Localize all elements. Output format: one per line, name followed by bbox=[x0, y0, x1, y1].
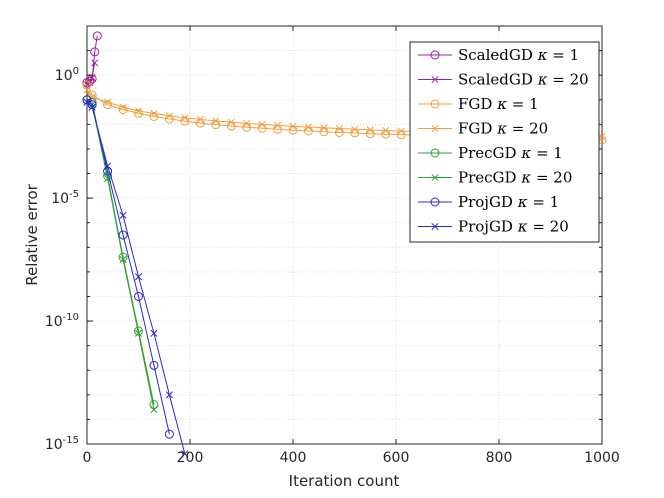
legend-entry: FGD κ = 1 bbox=[418, 95, 539, 113]
y-axis-title: Relative error bbox=[23, 183, 41, 285]
data-point bbox=[103, 100, 113, 110]
data-point bbox=[149, 360, 159, 370]
series-projgd-kappa-20 bbox=[83, 98, 189, 458]
legend-marker bbox=[430, 148, 440, 158]
x-tick-label: 200 bbox=[177, 450, 204, 466]
legend-marker bbox=[430, 99, 440, 109]
x-tick-label: 0 bbox=[83, 450, 92, 466]
data-point bbox=[366, 126, 374, 134]
data-point bbox=[83, 86, 91, 94]
data-point bbox=[134, 108, 143, 118]
data-point bbox=[91, 59, 99, 67]
legend-marker bbox=[430, 50, 440, 60]
data-point bbox=[273, 121, 282, 129]
legend-box bbox=[409, 41, 600, 243]
data-point bbox=[181, 450, 189, 458]
data-point bbox=[164, 114, 174, 124]
data-point bbox=[150, 406, 158, 414]
data-point bbox=[397, 127, 405, 135]
data-point bbox=[212, 117, 220, 125]
data-point bbox=[289, 122, 297, 130]
data-point bbox=[181, 114, 189, 122]
legend-label: FGD κ = 20 bbox=[458, 120, 548, 138]
axis-ticks: 0 200 400 600 800 1000 100 10-5 10-10 10-15 bbox=[45, 25, 620, 466]
legend-marker bbox=[430, 197, 440, 207]
legend-marker bbox=[431, 173, 439, 182]
data-point bbox=[164, 429, 174, 439]
y-tick-label: 100 bbox=[55, 66, 79, 84]
legend-label: PrecGD κ = 1 bbox=[458, 144, 563, 162]
data-point bbox=[119, 211, 127, 219]
data-point bbox=[104, 98, 112, 106]
data-point bbox=[227, 118, 235, 126]
data-point bbox=[104, 162, 112, 170]
series-line bbox=[86, 101, 155, 410]
y-tick-label: 10-5 bbox=[51, 189, 79, 207]
x-tick-label: 600 bbox=[383, 450, 410, 466]
legend-marker bbox=[431, 75, 439, 84]
data-point bbox=[134, 329, 143, 337]
data-point bbox=[304, 123, 313, 131]
data-point bbox=[90, 47, 100, 57]
legend-label: ScaledGD κ = 20 bbox=[458, 71, 589, 89]
legend-label: ProjGD κ = 20 bbox=[458, 218, 569, 236]
series-projgd-kappa-1 bbox=[82, 95, 174, 439]
data-point bbox=[134, 291, 143, 301]
x-axis-title: Iteration count bbox=[289, 472, 400, 490]
legend-label: ScaledGD κ = 1 bbox=[458, 46, 579, 64]
data-point bbox=[165, 112, 173, 120]
y-tick-label: 10-15 bbox=[45, 435, 79, 453]
data-point bbox=[118, 105, 128, 115]
series-line bbox=[86, 101, 186, 454]
data-point bbox=[86, 78, 94, 87]
series-line bbox=[86, 99, 170, 435]
data-point bbox=[118, 230, 128, 240]
x-tick-label: 800 bbox=[486, 450, 513, 466]
legend-label: PrecGD κ = 20 bbox=[458, 169, 572, 187]
plot-area-frame bbox=[86, 25, 603, 445]
legend-label: ProjGD κ = 1 bbox=[458, 193, 559, 211]
data-point bbox=[134, 107, 143, 115]
legend: ScaledGD κ = 1 ScaledGD κ = 20 FGD κ = 1 FG… bbox=[409, 41, 600, 243]
data-point bbox=[150, 109, 158, 118]
data-point bbox=[87, 90, 97, 100]
data-point bbox=[243, 119, 251, 127]
series-precgd-kappa-1 bbox=[82, 95, 159, 410]
legend-marker bbox=[431, 124, 439, 133]
data-point bbox=[335, 124, 343, 133]
data-point bbox=[119, 103, 127, 111]
x-tick-label: 400 bbox=[280, 450, 307, 466]
legend-entry: PrecGD κ = 20 bbox=[418, 169, 572, 187]
legend-entry: ScaledGD κ = 20 bbox=[418, 71, 589, 89]
x-tick-label: 1000 bbox=[584, 450, 620, 466]
data-point bbox=[88, 103, 96, 111]
y-tick-label: 10-10 bbox=[45, 312, 79, 330]
legend-marker bbox=[431, 222, 439, 231]
data-point bbox=[119, 256, 127, 264]
data-point bbox=[134, 273, 143, 281]
data-point bbox=[382, 126, 390, 135]
data-point bbox=[149, 111, 159, 121]
data-point bbox=[258, 120, 266, 128]
legend-entry: ProjGD κ = 1 bbox=[418, 193, 559, 211]
data-point bbox=[165, 391, 173, 399]
data-point bbox=[150, 329, 158, 337]
legend-entry: FGD κ = 20 bbox=[418, 120, 548, 138]
data-point bbox=[598, 133, 606, 141]
legend-label: FGD κ = 1 bbox=[458, 95, 539, 113]
legend-entry: ProjGD κ = 20 bbox=[418, 218, 569, 236]
data-point bbox=[82, 95, 92, 105]
data-point bbox=[92, 31, 102, 41]
data-point bbox=[82, 80, 92, 90]
data-point bbox=[320, 124, 328, 132]
data-point bbox=[351, 125, 359, 133]
data-point bbox=[196, 115, 204, 123]
legend-entry: PrecGD κ = 1 bbox=[418, 144, 563, 162]
legend-entry: ScaledGD κ = 1 bbox=[418, 46, 579, 64]
